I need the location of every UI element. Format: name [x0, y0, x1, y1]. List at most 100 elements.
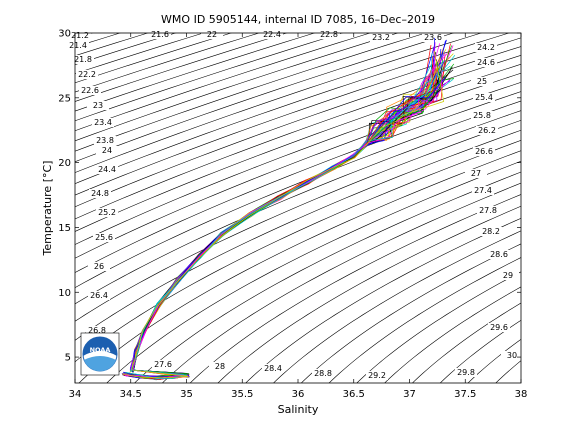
- isopycnal-label-bg: [488, 250, 510, 259]
- isopycnal-label: 29.6: [490, 323, 508, 332]
- isopycnal-line: [273, 230, 521, 383]
- isopycnal-label: 24.6: [477, 58, 495, 67]
- isopycnal-label: 21.8: [74, 55, 92, 64]
- profile-line: [123, 56, 435, 379]
- isopycnal-label: 25.8: [473, 111, 491, 120]
- profile-lines: [121, 37, 456, 381]
- isopycnal-label-bg: [261, 30, 283, 39]
- profile-line: [125, 43, 440, 378]
- profile-line: [124, 40, 446, 379]
- isopycnal-label: 28.8: [314, 369, 332, 378]
- x-tick-label: 37.5: [454, 389, 476, 400]
- isopycnal-line: [78, 150, 521, 383]
- isopycnal-line: [75, 72, 521, 245]
- isopycnal-label: 28.6: [490, 250, 508, 259]
- x-tick-label: 34.5: [120, 389, 142, 400]
- isopycnal-label-bg: [88, 291, 110, 300]
- isopycnal-label: 24: [102, 146, 112, 155]
- y-tick-label: 15: [58, 223, 71, 234]
- isopycnal-line: [75, 33, 316, 112]
- isopycnal-label-bg: [79, 86, 101, 95]
- isopycnal-label: 25.4: [475, 93, 493, 102]
- x-axis-label: Salinity: [278, 403, 319, 416]
- isopycnal-line: [106, 160, 521, 383]
- isopycnal-line: [75, 46, 521, 208]
- isopycnal-label-bg: [94, 136, 116, 145]
- x-tick-label: 35: [180, 389, 193, 400]
- isopycnal-label-bg: [475, 43, 497, 52]
- isopycnal-label: 23.4: [94, 118, 112, 127]
- isopycnal-label: 21.4: [69, 41, 87, 50]
- isopycnal-label-bg: [465, 169, 487, 178]
- isopycnal-label-bg: [201, 30, 223, 39]
- isopycnal-label: 28.2: [482, 227, 500, 236]
- y-tick-label: 30: [58, 29, 71, 40]
- isopycnal-line: [439, 319, 521, 383]
- logo-text: NOAA: [90, 346, 111, 354]
- isopycnal-label-bg: [89, 189, 111, 198]
- isopycnal-label: 29.8: [457, 368, 475, 377]
- y-tick-label: 20: [58, 158, 71, 169]
- isopycnal-label: 26: [94, 262, 104, 271]
- isopycnal-line: [356, 271, 521, 383]
- isopycnal-label-bg: [477, 206, 499, 215]
- profile-line: [128, 54, 446, 380]
- isopycnal-label-bg: [96, 146, 118, 155]
- profile-line: [122, 47, 438, 378]
- isopycnal-line: [75, 33, 372, 132]
- isopycnal-line: [75, 33, 455, 163]
- isopycnal-label-bg: [67, 41, 89, 50]
- isopycnal-label-bg: [86, 326, 108, 335]
- x-tick-label: 38: [515, 389, 528, 400]
- isopycnal-label: 23.6: [424, 33, 442, 42]
- isopycnal-line: [75, 33, 427, 152]
- isopycnal-line: [245, 217, 521, 383]
- isopycnal-label: 21.6: [151, 30, 169, 39]
- isopycnal-label: 29.2: [368, 371, 386, 380]
- profile-line: [126, 61, 441, 379]
- profile-line: [123, 39, 447, 379]
- isopycnal-label: 27: [471, 169, 481, 178]
- isopycnal-label: 26.6: [475, 147, 493, 156]
- x-tick-label: 35.5: [231, 389, 253, 400]
- noaa-logo: NOAA: [80, 332, 120, 376]
- isopycnal-label: 24.4: [98, 165, 116, 174]
- isopycnal-line: [75, 110, 521, 305]
- isopycnal-line: [75, 82, 521, 259]
- isopycnal-label-bg: [476, 126, 498, 135]
- isopycnal-label: 23: [93, 101, 103, 110]
- isopycnal-labels: 21.6 22 22.4 22.8 23.2 23.6 24.2 24.6 25 25.4 25.8…: [67, 30, 523, 380]
- isopycnal-line: [75, 119, 521, 322]
- isopycnal-label: 22.2: [78, 70, 96, 79]
- isopycnal-label-bg: [473, 147, 495, 156]
- isopycnal-label: 25: [477, 77, 487, 86]
- isopycnal-line: [75, 33, 399, 142]
- isopycnal-label-bg: [209, 362, 231, 371]
- isopycnal-label-bg: [152, 360, 174, 369]
- isopycnal-line: [75, 33, 510, 184]
- isopycnal-line: [300, 243, 521, 383]
- isopycnal-label-bg: [76, 70, 98, 79]
- isopycnal-label-bg: [488, 323, 510, 332]
- isopycnal-line: [75, 139, 521, 363]
- profile-line: [123, 46, 435, 379]
- isopycnal-label-bg: [96, 165, 118, 174]
- isopycnal-label-bg: [480, 227, 502, 236]
- y-axis-label: Temperature [°C]: [41, 161, 54, 257]
- isopycnal-label-bg: [366, 371, 388, 380]
- isopycnal-line: [412, 302, 521, 383]
- isopycnal-label-bg: [262, 364, 284, 373]
- isopycnal-label: 27.8: [479, 206, 497, 215]
- isopycnal-label-bg: [471, 111, 493, 120]
- profile-line: [126, 45, 432, 379]
- isopycnal-label: 23.8: [96, 136, 114, 145]
- isopycnal-label-bg: [455, 368, 477, 377]
- isopycnal-label-bg: [422, 33, 444, 42]
- isopycnal-label: 26.2: [478, 126, 496, 135]
- plot-frame: [74, 32, 522, 384]
- isopycnal-line: [545, 27, 576, 390]
- x-tick-label: 34: [69, 389, 82, 400]
- isopycnal-line: [75, 33, 483, 173]
- isopycnal-label: 25.6: [95, 233, 113, 242]
